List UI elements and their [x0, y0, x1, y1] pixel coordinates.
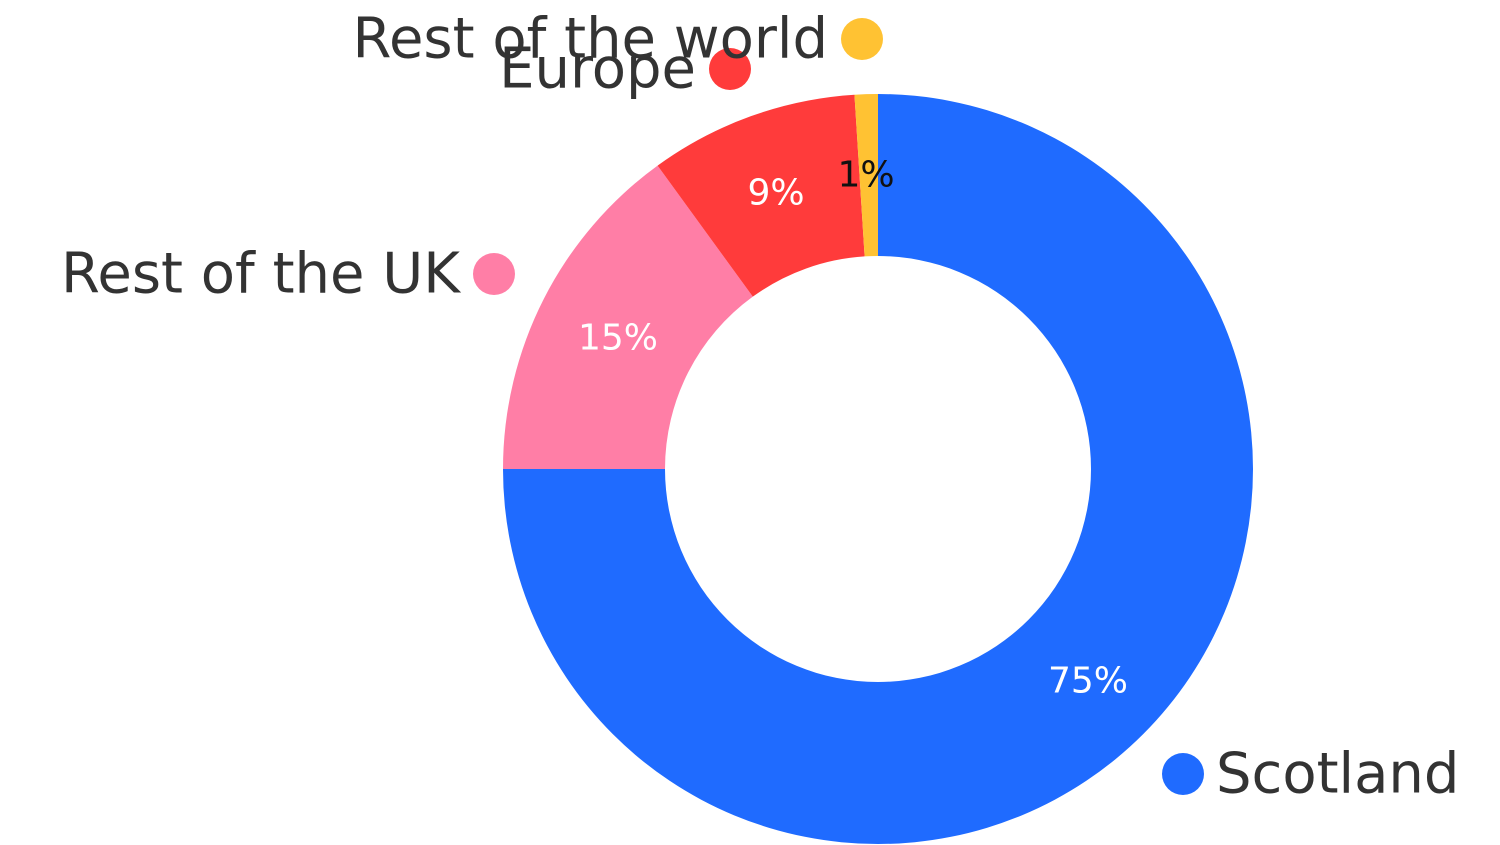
percentage-labels: 75% 15% 9% 1% — [578, 155, 1128, 702]
donut-slices — [503, 94, 1253, 844]
slice-rest-of-the-uk — [503, 165, 753, 469]
legend-label-rest-of-the-uk: Rest of the UK — [61, 242, 461, 307]
legend-dot-rest-of-the-world — [841, 18, 883, 60]
legend-dot-europe — [709, 48, 751, 90]
value-label-rest-of-the-world: 1% — [837, 155, 894, 196]
slice-rest-of-the-world — [854, 94, 878, 257]
legend-dot-rest-of-the-uk — [473, 253, 515, 295]
value-label-scotland: 75% — [1048, 661, 1128, 702]
value-label-rest-of-the-uk: 15% — [578, 318, 658, 359]
legend-dot-scotland — [1162, 753, 1204, 795]
value-label-europe: 9% — [747, 173, 804, 214]
legend-label-europe: Europe — [499, 37, 696, 102]
slice-europe — [657, 94, 865, 297]
slice-scotland — [503, 94, 1253, 844]
legend-label-scotland: Scotland — [1216, 742, 1459, 807]
legend-label-rest-of-the-world: Rest of the world — [353, 7, 828, 72]
